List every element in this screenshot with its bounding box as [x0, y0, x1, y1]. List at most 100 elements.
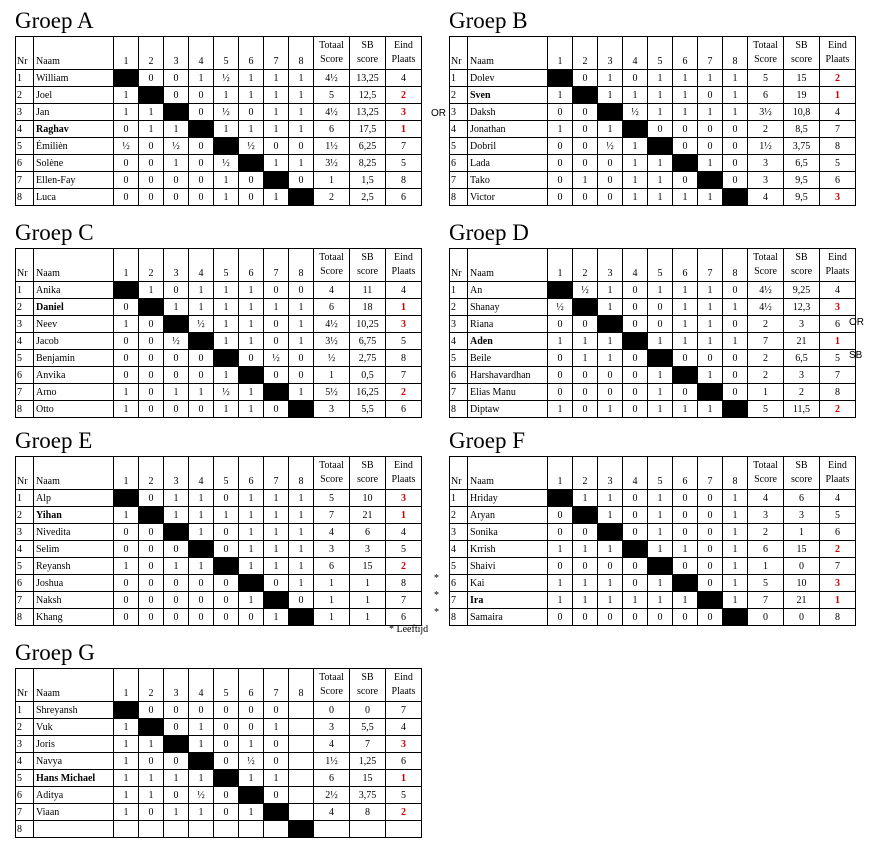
- final-place: 3: [385, 735, 422, 753]
- final-place: 1: [819, 86, 856, 104]
- self-cell: [263, 171, 289, 189]
- result-cell: 0: [113, 608, 139, 626]
- result-cell: 1: [647, 86, 673, 104]
- header-round-2: 2: [138, 248, 164, 282]
- header-totaal-score: Totaal Score: [313, 668, 350, 702]
- result-cell: 1: [138, 281, 164, 299]
- result-cell: [288, 735, 314, 753]
- result-cell: 0: [138, 315, 164, 333]
- header-round-8: 8: [722, 456, 748, 490]
- total-score: 1½: [747, 137, 784, 155]
- header-eind-plaats: Eind Plaats: [385, 456, 422, 490]
- player-name: Krrish: [467, 540, 548, 558]
- header-row: Nr Naam 1 2 3 4 5 6 7 8 Totaal Score SB score Eind Plaa…: [449, 248, 856, 282]
- header-round-2: 2: [138, 456, 164, 490]
- header-round-5: 5: [213, 456, 239, 490]
- result-cell: 0: [138, 69, 164, 87]
- tiebreak-star-khang: *: [434, 607, 439, 618]
- header-round-8: 8: [288, 248, 314, 282]
- total-score: 4½: [747, 281, 784, 299]
- player-name: Sven: [467, 86, 548, 104]
- result-cell: 1: [113, 383, 139, 401]
- header-round-4: 4: [622, 36, 648, 70]
- result-cell: 0: [263, 332, 289, 350]
- header-row: Nr Naam 1 2 3 4 5 6 7 8 Totaal Score SB score Eind Plaa…: [15, 248, 422, 282]
- result-cell: 1: [163, 557, 189, 575]
- player-row: 7 Tako 0 1 0 1 1 0 0 3 9,5 6: [449, 171, 856, 189]
- result-cell: 0: [113, 349, 139, 367]
- player-nr: 1: [15, 281, 34, 299]
- result-cell: 1: [163, 154, 189, 172]
- final-place: 5: [819, 506, 856, 524]
- result-cell: 0: [138, 400, 164, 418]
- result-cell: 0: [722, 349, 748, 367]
- player-nr: 4: [15, 120, 34, 138]
- result-cell: 1: [113, 557, 139, 575]
- self-cell: [722, 400, 748, 418]
- result-cell: 1: [697, 315, 723, 333]
- player-nr: 3: [449, 315, 468, 333]
- result-cell: 0: [672, 383, 698, 401]
- result-cell: 0: [572, 557, 598, 575]
- or-label-a-b: OR: [431, 108, 446, 119]
- standings-table: Nr Naam 1 2 3 4 5 6 7 8 Totaal Score SB score Eind Plaa…: [449, 248, 856, 418]
- player-nr: 8: [449, 608, 468, 626]
- result-cell: 1: [672, 188, 698, 206]
- result-cell: 1: [113, 803, 139, 821]
- final-place: 1: [819, 591, 856, 609]
- self-cell: [622, 120, 648, 138]
- group-b: Groep B Nr Naam 1 2 3 4 5 6 7 8 Totaal Score SB score E…: [449, 8, 856, 206]
- player-row: 7 Naksh 0 0 0 0 0 1 0 1 1 7: [15, 591, 422, 609]
- player-name: Beile: [467, 349, 548, 367]
- header-round-4: 4: [188, 36, 214, 70]
- result-cell: 1: [597, 540, 623, 558]
- sb-score: 21: [783, 332, 820, 350]
- result-cell: 1: [672, 103, 698, 121]
- final-place: 2: [385, 803, 422, 821]
- result-cell: 0: [622, 69, 648, 87]
- player-name: Jacob: [33, 332, 114, 350]
- result-cell: 1: [263, 489, 289, 507]
- sb-score: 1: [349, 574, 386, 592]
- group-c: Groep C Nr Naam 1 2 3 4 5 6 7 8 Totaal Score SB score E…: [15, 220, 422, 418]
- result-cell: 1: [547, 332, 573, 350]
- result-cell: [288, 786, 314, 804]
- player-nr: 2: [15, 718, 34, 736]
- player-row: 8 Luca 0 0 0 0 1 0 1 2 2,5 6: [15, 188, 422, 206]
- result-cell: 0: [113, 574, 139, 592]
- result-cell: 1: [597, 574, 623, 592]
- header-round-1: 1: [113, 36, 139, 70]
- header-naam: Naam: [33, 248, 114, 282]
- group-d: Groep D Nr Naam 1 2 3 4 5 6 7 8 Totaal Score SB score E…: [449, 220, 856, 418]
- result-cell: ½: [213, 103, 239, 121]
- player-name: Jan: [33, 103, 114, 121]
- result-cell: 1: [697, 69, 723, 87]
- result-cell: 1: [263, 506, 289, 524]
- final-place: 6: [385, 608, 422, 626]
- player-row: 6 Lada 0 0 0 1 1 1 0 3 6,5 5: [449, 154, 856, 172]
- final-place: 8: [385, 171, 422, 189]
- result-cell: 1: [263, 540, 289, 558]
- header-naam: Naam: [467, 36, 548, 70]
- result-cell: ½: [213, 69, 239, 87]
- final-place: 8: [819, 383, 856, 401]
- sb-score: 11: [349, 281, 386, 299]
- player-name: Alp: [33, 489, 114, 507]
- result-cell: 0: [263, 786, 289, 804]
- sb-score: 3,75: [783, 137, 820, 155]
- final-place: 8: [385, 349, 422, 367]
- player-row: 3 Nivedita 0 0 1 0 1 1 1 4 6 4: [15, 523, 422, 541]
- standings-table: Nr Naam 1 2 3 4 5 6 7 8 Totaal Score SB score Eind Plaa…: [15, 456, 422, 626]
- result-cell: 1: [113, 506, 139, 524]
- sb-score: 1,5: [349, 171, 386, 189]
- player-nr: 7: [15, 383, 34, 401]
- result-cell: 0: [597, 188, 623, 206]
- result-cell: 1: [238, 557, 264, 575]
- result-cell: 1: [547, 591, 573, 609]
- player-nr: 8: [449, 400, 468, 418]
- player-name: Victor: [467, 188, 548, 206]
- result-cell: 0: [672, 523, 698, 541]
- final-place: 5: [819, 154, 856, 172]
- result-cell: 0: [213, 718, 239, 736]
- result-cell: 0: [547, 349, 573, 367]
